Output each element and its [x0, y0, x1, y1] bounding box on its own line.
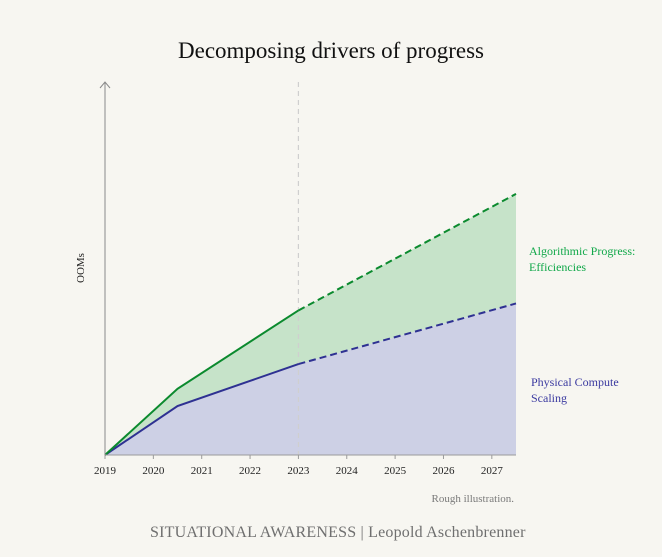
- physical-compute-area: [105, 303, 516, 455]
- chart-title: Decomposing drivers of progress: [178, 38, 484, 63]
- y-axis-arrow: [99, 81, 111, 89]
- physical-compute-line-solid: [104, 363, 299, 456]
- x-tick-label: 2026: [432, 465, 455, 477]
- footer-attribution: SITUATIONAL AWARENESS | Leopold Aschenbr…: [150, 524, 526, 541]
- x-tick-label: 2020: [142, 465, 165, 477]
- algorithmic-progress-line-solid: [104, 309, 299, 456]
- x-tick-label: 2021: [191, 465, 213, 477]
- rough-illustration-note: Rough illustration.: [431, 493, 515, 505]
- physical-compute-line-dashed: [298, 302, 517, 366]
- series-label-algorithmic-progress: Algorithmic Progress: Efficiencies: [529, 244, 636, 274]
- x-tick-label: 2019: [94, 465, 117, 477]
- x-tick-label: 2027: [481, 465, 504, 477]
- series-label-physical-compute: Physical Compute Scaling: [531, 375, 619, 405]
- series-lines: [104, 193, 517, 456]
- x-tick-label: 2024: [336, 465, 359, 477]
- x-tick-label: 2022: [239, 465, 261, 477]
- x-tick-label: 2025: [384, 465, 407, 477]
- algorithmic-progress-area: [105, 193, 516, 455]
- algorithmic-progress-line-dashed: [297, 193, 517, 312]
- x-axis-ticks: 2019 2020 2021 2022 2023 2024 2025 2026 2027: [94, 455, 503, 477]
- series-areas: [105, 193, 516, 455]
- x-tick-label: 2023: [287, 465, 310, 477]
- y-axis-label: OOMs: [75, 253, 87, 283]
